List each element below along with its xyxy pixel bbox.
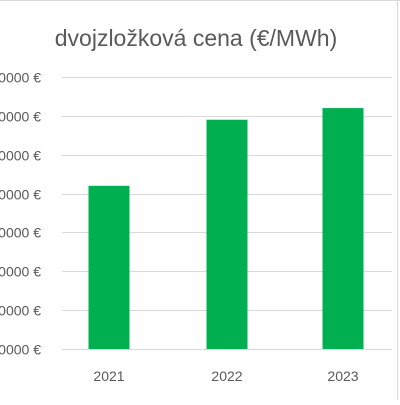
y-tick-label: 0000 € [0,342,41,358]
chart-frame-right-border [397,0,398,400]
bar-2021 [88,185,130,349]
y-tick-label: 0000 € [0,70,41,86]
y-tick-label: 0000 € [0,148,41,164]
y-tick-label: 0000 € [0,225,41,241]
bar-2023 [322,108,364,349]
y-tick-label: 0000 € [0,187,41,203]
y-tick-label: 0000 € [0,109,41,125]
x-axis-tick-labels: 2021 2022 2023 [93,368,358,384]
bars [88,108,364,349]
x-tick-label: 2023 [327,368,358,384]
x-tick-label: 2021 [93,368,124,384]
bar-2022 [206,119,248,349]
chart-title: dvojzložková cena (€/MWh) [55,25,338,51]
y-tick-label: 0000 € [0,264,41,280]
y-axis-tick-labels: 0000 € 0000 € 0000 € 0000 € 0000 € 0000 € 0000… [0,70,41,358]
y-tick-label: 0000 € [0,303,41,319]
chart-frame-top-border [0,0,400,1]
x-tick-label: 2022 [211,368,242,384]
